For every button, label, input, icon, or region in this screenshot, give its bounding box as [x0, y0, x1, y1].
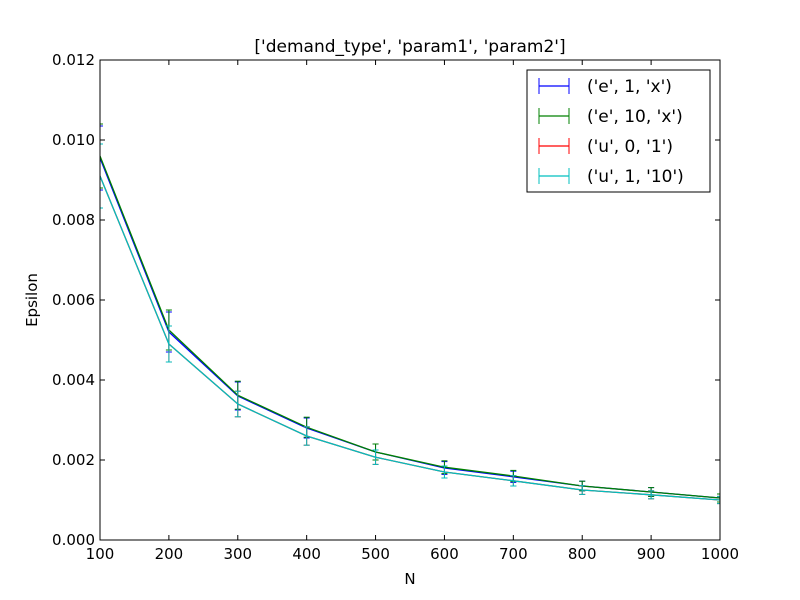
error-bar: [717, 493, 720, 503]
series-3: [100, 143, 720, 505]
error-bar: [100, 123, 103, 189]
error-bar: [100, 143, 103, 209]
legend: ('e', 1, 'x') ('e', 10, 'x') ('u', 0, '1')…: [526, 69, 711, 193]
y-tick-label: 0.002: [52, 451, 95, 469]
error-bar: [717, 495, 720, 505]
y-tick-label: 0.012: [52, 51, 95, 69]
x-tick-label: 300: [223, 545, 252, 563]
legend-entry-0: ('e', 1, 'x'): [538, 77, 672, 97]
ticks-layer: 100 200 300 400 500 600 700 800 900 1000 0.000 0.00…: [52, 51, 739, 563]
y-tick-label: 0.000: [52, 531, 95, 549]
legend-entry-2: ('u', 0, '1'): [538, 137, 673, 157]
error-bar: [579, 485, 586, 495]
error-bar: [100, 125, 103, 191]
y-axis-label: Epsilon: [23, 273, 41, 327]
legend-label: ('e', 1, 'x'): [587, 77, 672, 97]
x-tick-label: 200: [155, 545, 184, 563]
legend-label: ('u', 1, '10'): [587, 167, 684, 187]
y-tick-label: 0.010: [52, 131, 95, 149]
x-tick-label: 500: [361, 545, 390, 563]
series-line-1: [100, 155, 720, 499]
y-tick-label: 0.006: [52, 291, 95, 309]
legend-entry-1: ('e', 10, 'x'): [538, 107, 683, 127]
error-bar: [648, 490, 655, 500]
legend-box: [526, 69, 711, 193]
error-bar: [372, 449, 379, 465]
error-bar: [234, 390, 241, 418]
y-tick-label: 0.004: [52, 371, 95, 389]
error-bar: [165, 325, 172, 363]
legend-label: ('e', 10, 'x'): [587, 107, 683, 127]
legend-entry-3: ('u', 1, '10'): [538, 167, 684, 187]
x-tick-label: 600: [430, 545, 459, 563]
error-bar: [510, 475, 517, 487]
x-tick-label: 1000: [701, 545, 739, 563]
x-tick-label: 400: [292, 545, 321, 563]
series-line-3: [100, 175, 720, 501]
series-2: [100, 143, 720, 505]
series-line-0: [100, 157, 720, 499]
series-line-2: [100, 175, 720, 501]
error-bar: [303, 426, 310, 446]
legend-label: ('u', 0, '1'): [587, 137, 673, 157]
x-tick-label: 900: [637, 545, 666, 563]
x-axis-label: N: [404, 570, 415, 588]
x-tick-label: 100: [86, 545, 115, 563]
y-tick-label: 0.008: [52, 211, 95, 229]
chart-title: ['demand_type', 'param1', 'param2']: [254, 37, 565, 57]
x-tick-label: 700: [499, 545, 528, 563]
x-tick-label: 800: [568, 545, 597, 563]
error-bar: [441, 465, 448, 479]
series-layer: [100, 123, 720, 505]
